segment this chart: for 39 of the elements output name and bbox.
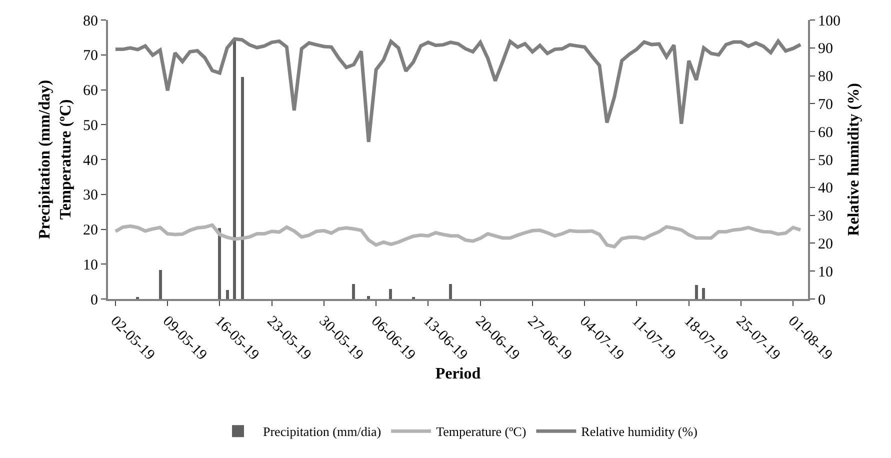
x-axis-title: Period bbox=[435, 366, 481, 383]
y-tick-label: 70 bbox=[83, 48, 98, 64]
legend-label: Temperature (ºC) bbox=[436, 424, 526, 440]
bar bbox=[218, 228, 221, 299]
bar bbox=[695, 285, 698, 299]
bar bbox=[352, 284, 355, 299]
y2-tick-label: 40 bbox=[818, 180, 833, 197]
y2-tick-label: 50 bbox=[818, 152, 833, 169]
y2-tick-label: 80 bbox=[818, 69, 833, 86]
y-axis-title: Precipitation (mm/day) Temperature (ºC) bbox=[36, 80, 74, 240]
bar bbox=[702, 288, 705, 299]
y2-tick-label: 10 bbox=[818, 264, 833, 280]
y-tick-label: 0 bbox=[90, 292, 98, 308]
bar bbox=[159, 270, 162, 299]
y2-tick-label: 0 bbox=[818, 292, 826, 308]
y2-axis-title: Relative humidity (%) bbox=[846, 83, 863, 236]
legend-label: Relative humidity (%) bbox=[581, 424, 698, 440]
y2-tick-label: 100 bbox=[818, 13, 840, 30]
y-tick-label: 50 bbox=[83, 118, 98, 134]
y2-tick-label: 90 bbox=[818, 41, 833, 58]
y2-tick-label: 70 bbox=[818, 96, 833, 113]
y2-tick-label: 20 bbox=[818, 236, 833, 252]
y2-tick-label: 30 bbox=[818, 208, 833, 225]
y-tick-label: 80 bbox=[83, 13, 98, 30]
line-series bbox=[114, 223, 802, 248]
y-tick-label: 30 bbox=[83, 188, 98, 204]
y-tick-label: 40 bbox=[83, 152, 98, 169]
y-tick-label: 20 bbox=[83, 222, 98, 238]
bar bbox=[449, 284, 452, 299]
legend-label: Precipitation (mm/dia) bbox=[263, 424, 382, 440]
y-tick-label: 60 bbox=[83, 83, 98, 99]
y-tick-label: 10 bbox=[83, 257, 98, 274]
bar bbox=[367, 296, 370, 299]
bar bbox=[241, 77, 244, 299]
bar bbox=[389, 289, 392, 299]
y2-tick-label: 60 bbox=[818, 124, 833, 141]
line-series bbox=[114, 37, 802, 144]
bar bbox=[226, 290, 229, 299]
bar bbox=[233, 38, 236, 299]
